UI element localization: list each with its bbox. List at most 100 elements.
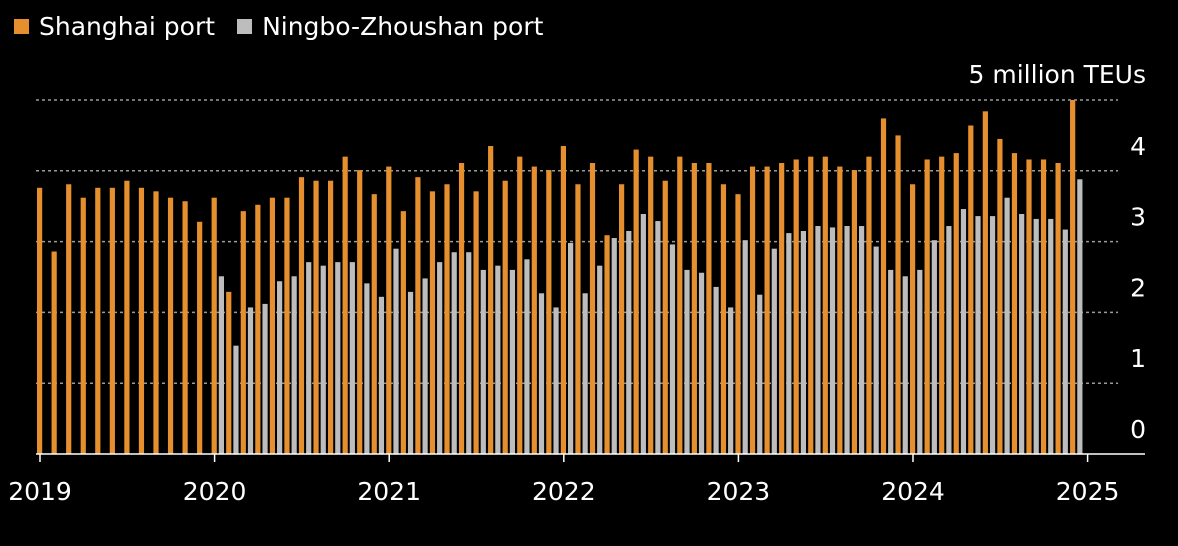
- bar-shanghai: [808, 156, 814, 454]
- bar-ningbo: [655, 221, 661, 454]
- legend: Shanghai port Ningbo-Zhoushan port: [14, 12, 565, 41]
- bar-ningbo: [262, 303, 268, 454]
- bar-shanghai: [546, 170, 552, 455]
- bar-shanghai: [502, 180, 508, 454]
- y-tick-label: 1: [1130, 344, 1146, 373]
- bar-ningbo: [684, 269, 690, 454]
- bar-shanghai: [924, 159, 930, 455]
- bar-shanghai: [633, 149, 639, 454]
- bar-ningbo: [611, 238, 617, 454]
- legend-item-shanghai: Shanghai port: [14, 12, 215, 41]
- bar-shanghai: [619, 184, 625, 454]
- bar-shanghai: [837, 166, 843, 454]
- bar-shanghai: [182, 201, 188, 454]
- bar-ningbo: [728, 307, 734, 454]
- bar-shanghai: [589, 163, 596, 454]
- bar-shanghai: [153, 191, 159, 454]
- legend-label-ningbo: Ningbo-Zhoushan port: [262, 12, 544, 41]
- bar-ningbo: [538, 293, 545, 454]
- bar-ningbo: [989, 216, 996, 454]
- bar-shanghai: [95, 187, 101, 455]
- bar-shanghai: [124, 180, 130, 454]
- bar-ningbo: [349, 262, 355, 454]
- bar-ningbo: [757, 294, 763, 454]
- bar-ningbo: [800, 230, 806, 454]
- bar-shanghai: [575, 184, 581, 454]
- bar-ningbo: [306, 262, 312, 454]
- bar-ningbo: [902, 276, 908, 454]
- bar-shanghai: [1026, 159, 1032, 455]
- bar-ningbo: [640, 213, 646, 454]
- bar-ningbo: [378, 296, 385, 454]
- bar-ningbo: [859, 226, 865, 454]
- bar-shanghai: [851, 170, 857, 455]
- bar-shanghai: [488, 146, 494, 454]
- bar-shanghai: [764, 166, 770, 454]
- bar-ningbo: [844, 226, 850, 454]
- legend-item-ningbo: Ningbo-Zhoushan port: [237, 12, 543, 41]
- y-tick-label: 4: [1130, 132, 1146, 161]
- bar-shanghai: [517, 156, 523, 454]
- y-tick-label: 3: [1130, 203, 1146, 232]
- bar-ningbo: [873, 246, 879, 454]
- bar-ningbo: [786, 233, 792, 454]
- bar-shanghai: [895, 135, 901, 454]
- bar-shanghai: [371, 194, 377, 454]
- bar-ningbo: [277, 281, 283, 454]
- bar-ningbo: [1019, 213, 1025, 454]
- bar-shanghai: [793, 159, 799, 455]
- bar-shanghai: [779, 163, 785, 454]
- bar-ningbo: [291, 276, 297, 454]
- legend-label-shanghai: Shanghai port: [39, 12, 216, 41]
- bar-ningbo: [568, 243, 574, 454]
- bar-shanghai: [953, 153, 959, 454]
- bar-shanghai: [342, 156, 348, 454]
- bar-shanghai: [648, 156, 654, 454]
- bar-ningbo: [335, 262, 341, 454]
- bar-shanghai: [167, 197, 174, 455]
- bar-ningbo: [247, 307, 254, 454]
- bar-shanghai: [415, 177, 421, 454]
- bar-ningbo: [626, 230, 632, 454]
- bar-shanghai: [444, 184, 450, 454]
- bars: [37, 100, 1083, 455]
- bar-ningbo: [582, 293, 588, 454]
- bar-shanghai: [109, 187, 115, 455]
- bar-shanghai: [910, 184, 916, 454]
- bar-shanghai: [80, 197, 86, 455]
- bar-ningbo: [1077, 179, 1083, 454]
- bar-shanghai: [51, 251, 57, 454]
- bar-shanghai: [458, 163, 465, 454]
- bar-ningbo: [466, 252, 472, 454]
- bar-shanghai: [255, 204, 261, 454]
- x-tick-label: 2024: [881, 477, 945, 506]
- bar-ningbo: [1004, 197, 1010, 455]
- bar-shanghai: [866, 156, 872, 454]
- bar-shanghai: [749, 166, 756, 454]
- bar-ningbo: [829, 227, 836, 454]
- bar-ningbo: [233, 345, 239, 454]
- bar-ningbo: [509, 269, 515, 454]
- bar-ningbo: [364, 283, 370, 454]
- bar-ningbo: [888, 269, 894, 454]
- legend-swatch-shanghai: [14, 19, 29, 34]
- bar-ningbo: [407, 291, 414, 454]
- bar-shanghai: [691, 163, 697, 454]
- bar-shanghai: [473, 191, 479, 454]
- bar-shanghai: [37, 187, 43, 455]
- bar-shanghai: [677, 156, 683, 454]
- bar-ningbo: [713, 286, 719, 454]
- bar-ningbo: [960, 209, 967, 454]
- bar-shanghai: [357, 170, 363, 455]
- bar-shanghai: [735, 194, 741, 454]
- bar-shanghai: [604, 235, 610, 454]
- bar-ningbo: [422, 278, 428, 454]
- y-tick-labels: 0 1 2 3 4: [1130, 132, 1146, 444]
- bar-shanghai: [211, 197, 217, 455]
- x-tick-label: 2025: [1056, 477, 1120, 506]
- bar-shanghai: [328, 180, 334, 454]
- bar-shanghai: [706, 163, 712, 454]
- bar-shanghai: [66, 184, 72, 454]
- bar-shanghai: [284, 197, 290, 455]
